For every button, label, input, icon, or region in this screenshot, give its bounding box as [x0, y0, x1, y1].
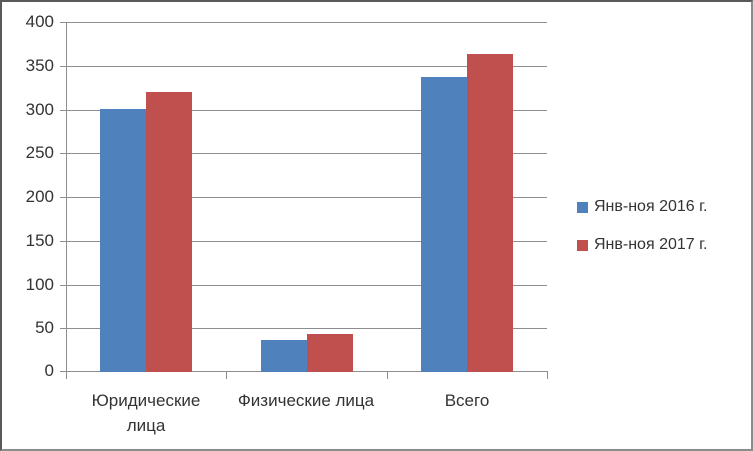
- gridline: [66, 110, 547, 111]
- y-axis-tick: [60, 153, 66, 154]
- x-axis-category-label: Всего: [387, 388, 547, 413]
- x-axis-category-label: Физические лица: [226, 388, 386, 413]
- x-axis-tick: [226, 371, 227, 379]
- x-axis-category-label: Юридические лица: [66, 388, 226, 438]
- y-axis-tick-label: 100: [25, 275, 54, 294]
- y-axis-tick-label: 0: [44, 361, 54, 380]
- y-axis-tick-label: 200: [25, 187, 54, 206]
- x-axis-category-label-line: Всего: [444, 391, 490, 410]
- y-axis-tick-label: 250: [25, 143, 54, 162]
- y-axis-tick-label: 50: [35, 318, 54, 337]
- y-axis-tick: [60, 371, 66, 372]
- y-axis-tick-label: 350: [25, 56, 54, 75]
- legend-swatch-2017-icon: [577, 239, 588, 251]
- y-axis-tick: [60, 110, 66, 111]
- x-axis-category-label-line: лица: [126, 416, 166, 435]
- gridline: [66, 153, 547, 154]
- y-axis-tick: [60, 22, 66, 23]
- x-axis-tick: [547, 371, 548, 379]
- gridline: [66, 328, 547, 329]
- gridline: [66, 22, 547, 23]
- x-axis-category-label-line: Юридические: [91, 391, 201, 410]
- y-axis-tick: [60, 328, 66, 329]
- gridline: [66, 285, 547, 286]
- gridline: [66, 197, 547, 198]
- x-axis-category-label-line: Физические лица: [237, 391, 375, 410]
- gridline: [66, 241, 547, 242]
- legend-swatch-2016-icon: [577, 201, 588, 213]
- legend-entry-2017: Янв-ноя 2017 г.: [577, 234, 707, 256]
- gridline: [66, 66, 547, 67]
- bar-series-1-category-1: [307, 334, 353, 372]
- bar-series-1-category-0: [146, 92, 192, 372]
- legend-entry-2016: Янв-ноя 2016 г.: [577, 196, 707, 218]
- legend-label-2017: Янв-ноя 2017 г.: [594, 236, 708, 253]
- x-axis-tick: [66, 371, 67, 379]
- plot-area: [60, 22, 548, 379]
- y-axis-tick: [60, 66, 66, 67]
- y-axis-tick: [60, 197, 66, 198]
- y-axis-tick-label: 150: [25, 231, 54, 250]
- y-axis-tick: [60, 285, 66, 286]
- legend: Янв-ноя 2016 г. Янв-ноя 2017 г.: [577, 196, 707, 272]
- bar-series-0-category-2: [421, 77, 467, 372]
- bar-series-1-category-2: [467, 54, 513, 372]
- bar-series-0-category-1: [261, 340, 307, 372]
- x-axis-tick: [387, 371, 388, 379]
- bar-series-0-category-0: [100, 109, 146, 372]
- y-axis-tick-label: 400: [25, 12, 54, 31]
- y-axis-line: [66, 22, 67, 372]
- y-axis-tick: [60, 241, 66, 242]
- legend-label-2016: Янв-ноя 2016 г.: [594, 198, 708, 215]
- y-axis-tick-label: 300: [25, 100, 54, 119]
